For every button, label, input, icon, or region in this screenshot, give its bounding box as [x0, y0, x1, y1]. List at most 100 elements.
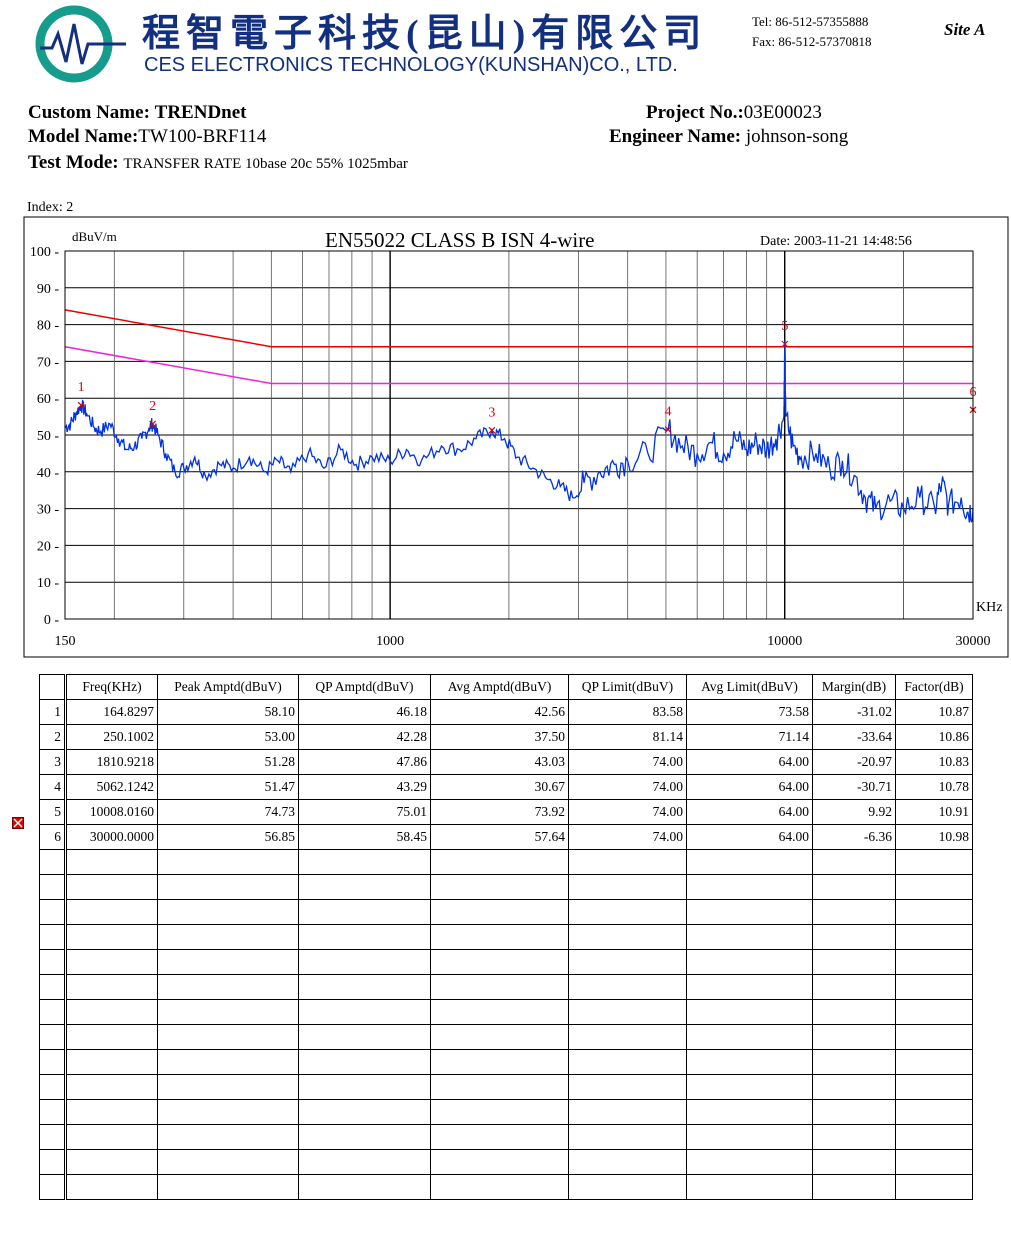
- fax: Fax: 86-512-57370818: [752, 34, 872, 49]
- avg-limit-line: [64, 345, 973, 385]
- empty-cell: [568, 849, 687, 875]
- empty-cell: [39, 999, 67, 1025]
- empty-cell: [568, 1099, 687, 1125]
- table-cell: 10.98: [895, 824, 973, 850]
- table-cell: 51.28: [157, 749, 299, 775]
- table-cell: 64.00: [686, 774, 813, 800]
- y-tick-label: 20 -: [37, 539, 60, 554]
- model-name-label: Model Name:: [28, 126, 139, 147]
- column-header: QP Limit(dBuV): [568, 674, 687, 700]
- table-row[interactable]: 3 1810.9218 51.28 47.86 43.03 74.00 64.00 -20.9…: [39, 749, 973, 775]
- empty-cell: [298, 924, 431, 950]
- table-cell: 51.47: [157, 774, 299, 800]
- table-cell: 53.00: [157, 724, 299, 750]
- empty-cell: [895, 849, 973, 875]
- empty-table-row[interactable]: [39, 874, 973, 900]
- empty-table-row[interactable]: [39, 1074, 973, 1100]
- empty-cell: [39, 924, 67, 950]
- empty-table-row[interactable]: [39, 949, 973, 975]
- y-tick-label: 90 -: [37, 282, 60, 297]
- table-row[interactable]: 1 164.8297 58.10 46.18 42.56 83.58 73.58 -31.02…: [39, 699, 973, 725]
- empty-table-row[interactable]: [39, 974, 973, 1000]
- empty-cell: [298, 1074, 431, 1100]
- empty-cell: [430, 1024, 569, 1050]
- table-row[interactable]: 5 10008.0160 74.73 75.01 73.92 74.00 64.00 9.92…: [39, 799, 973, 825]
- empty-table-row[interactable]: [39, 924, 973, 950]
- empty-cell: [686, 1124, 813, 1150]
- table-cell: 47.86: [298, 749, 431, 775]
- empty-table-row[interactable]: [39, 1149, 973, 1175]
- empty-cell: [39, 1074, 67, 1100]
- empty-cell: [65, 974, 158, 1000]
- empty-table-row[interactable]: [39, 1174, 973, 1200]
- empty-cell: [812, 874, 896, 900]
- empty-table-row[interactable]: [39, 1099, 973, 1125]
- project-no-value: 03E00023: [743, 102, 822, 123]
- empty-cell: [65, 1149, 158, 1175]
- empty-table-row[interactable]: [39, 849, 973, 875]
- empty-cell: [686, 1149, 813, 1175]
- measured-trace-line: [64, 339, 974, 523]
- empty-cell: [430, 1074, 569, 1100]
- company-logo: [35, 5, 126, 83]
- empty-cell: [812, 999, 896, 1025]
- y-tick-label: 100 -: [30, 245, 60, 260]
- empty-cell: [65, 849, 158, 875]
- empty-cell: [686, 1024, 813, 1050]
- project-no-line: Project No.:03E00023: [646, 102, 822, 124]
- empty-cell: [157, 999, 299, 1025]
- table-cell: -30.71: [812, 774, 896, 800]
- table-row[interactable]: 2 250.1002 53.00 42.28 37.50 81.14 71.14 -33.64…: [39, 724, 973, 750]
- table-cell: 37.50: [430, 724, 569, 750]
- table-cell: 10.83: [895, 749, 973, 775]
- table-cell: 9.92: [812, 799, 896, 825]
- empty-cell: [686, 924, 813, 950]
- empty-cell: [39, 1174, 67, 1200]
- empty-cell: [157, 1149, 299, 1175]
- empty-cell: [812, 1124, 896, 1150]
- table-cell: 73.58: [686, 699, 813, 725]
- marker-label: 1: [78, 380, 85, 395]
- empty-cell: [157, 849, 299, 875]
- empty-cell: [568, 1149, 687, 1175]
- y-axis-label: dBuV/m: [72, 229, 117, 244]
- empty-cell: [686, 949, 813, 975]
- empty-cell: [157, 1049, 299, 1075]
- empty-table-row[interactable]: [39, 1124, 973, 1150]
- table-cell: 58.10: [157, 699, 299, 725]
- empty-cell: [298, 874, 431, 900]
- empty-table-row[interactable]: [39, 1024, 973, 1050]
- test-mode-value: TRANSFER RATE 10base 20c 55% 1025mbar: [123, 156, 408, 172]
- empty-cell: [430, 849, 569, 875]
- custom-name-label: Custom Name:: [28, 102, 150, 123]
- table-header: Freq(KHz) Peak Amptd(dBuV) QP Amptd(dBuV) A…: [39, 674, 973, 700]
- tick-labels: 0 - 10 - 20 - 30 - 40 - 50 - 60 - 70 - 80 - 90 - 1…: [30, 245, 991, 649]
- empty-cell: [568, 1024, 687, 1050]
- marker-point: [488, 426, 496, 434]
- empty-cell: [686, 974, 813, 1000]
- empty-cell: [895, 1049, 973, 1075]
- empty-cell: [812, 1149, 896, 1175]
- selected-row-flag[interactable]: [12, 817, 24, 829]
- empty-cell: [812, 1074, 896, 1100]
- x-tick-label: 10000: [767, 634, 802, 649]
- empty-table-row[interactable]: [39, 1049, 973, 1075]
- custom-name-line: Custom Name: TRENDnet: [28, 102, 247, 124]
- table-row[interactable]: 4 5062.1242 51.47 43.29 30.67 74.00 64.00 -30.7…: [39, 774, 973, 800]
- marker-point: [77, 401, 85, 409]
- empty-cell: [65, 949, 158, 975]
- empty-cell: [157, 899, 299, 925]
- empty-cell: [65, 874, 158, 900]
- x-tick-label: 30000: [956, 634, 991, 649]
- empty-table-row[interactable]: [39, 999, 973, 1025]
- empty-cell: [430, 899, 569, 925]
- plot-area: [64, 250, 974, 620]
- empty-cell: [812, 1049, 896, 1075]
- measurement-table: Freq(KHz) Peak Amptd(dBuV) QP Amptd(dBuV) A…: [39, 674, 973, 1200]
- empty-cell: [65, 1174, 158, 1200]
- empty-cell: [812, 1099, 896, 1125]
- empty-cell: [65, 1099, 158, 1125]
- table-row[interactable]: 6 30000.0000 56.85 58.45 57.64 74.00 64.00 -6.3…: [39, 824, 973, 850]
- empty-table-row[interactable]: [39, 899, 973, 925]
- table-cell: 74.00: [568, 774, 687, 800]
